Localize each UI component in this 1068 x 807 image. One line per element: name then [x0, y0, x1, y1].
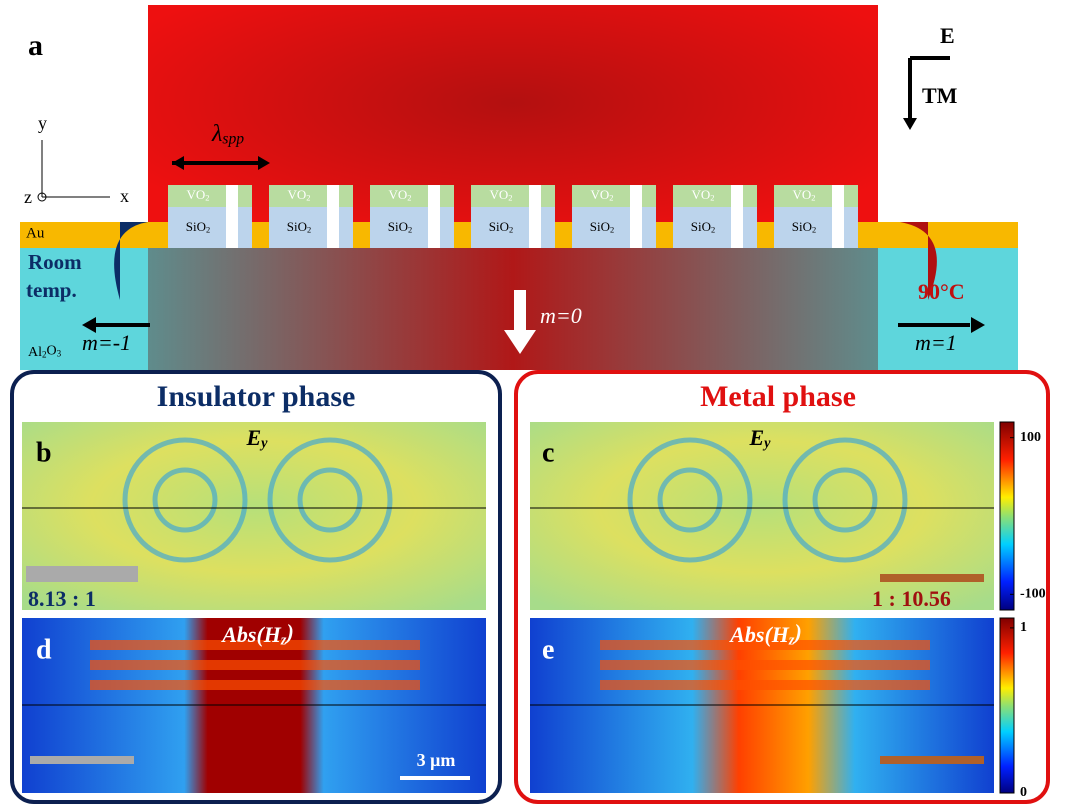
slit	[731, 185, 743, 248]
panel-label: e	[542, 634, 554, 665]
subscript: 2	[509, 224, 513, 234]
vo2-layer	[471, 185, 555, 207]
vo2-layer	[673, 185, 757, 207]
vo2-layer	[370, 185, 454, 207]
field-label: E	[940, 23, 955, 48]
subscript: y	[259, 436, 268, 452]
text-part: Abs(H	[220, 622, 282, 647]
colorbar-tick-label: 1	[1020, 620, 1027, 635]
vo2-layer	[774, 185, 858, 207]
slit	[226, 185, 238, 248]
subscript: 2	[609, 192, 613, 202]
subscript: 2	[307, 224, 311, 234]
temp-label: temp.	[26, 278, 77, 302]
mode-label: TM	[922, 83, 958, 108]
colorbar	[1000, 422, 1014, 610]
slit	[327, 185, 339, 248]
scale-label: 3 μm	[417, 750, 456, 770]
order-label: m=-1	[82, 330, 131, 355]
text-part: SiO	[388, 219, 408, 234]
text-part: SiO	[691, 219, 711, 234]
axis-label: x	[120, 186, 129, 206]
transmitted-field	[148, 248, 878, 370]
text-part: λ	[211, 121, 222, 147]
subscript: 3	[57, 348, 62, 358]
order-label: m=1	[915, 330, 957, 355]
text-part: )	[792, 620, 801, 645]
order-label: m=0	[540, 303, 582, 328]
au-label: Au	[26, 225, 45, 241]
ratio-label: 8.13 : 1	[28, 586, 96, 611]
phase-title: Metal phase	[700, 380, 856, 413]
colorbar-tick-label: 0	[1020, 785, 1027, 800]
text-part: VO	[288, 187, 307, 202]
subscript: 2	[711, 224, 715, 234]
subscript: 2	[811, 192, 815, 202]
text-part: )	[284, 620, 293, 645]
phase-title: Insulator phase	[157, 380, 356, 413]
text-part: VO	[692, 187, 711, 202]
subscript: 2	[407, 192, 411, 202]
grating: VO2SiO2VO2SiO2VO2SiO2VO2SiO2VO2SiO2VO2Si…	[168, 185, 858, 248]
axes-icon	[38, 140, 110, 201]
text-part: E	[245, 425, 261, 450]
text-part: O	[47, 344, 57, 359]
slit	[428, 185, 440, 248]
text-part: SiO	[287, 219, 307, 234]
panel-label: a	[28, 29, 43, 62]
colorbar-tick-label: -100	[1020, 587, 1046, 602]
text-part: VO	[389, 187, 408, 202]
colorbar-tick-label: 100	[1020, 430, 1041, 445]
subscript: 2	[710, 192, 714, 202]
text-part: Al	[28, 345, 42, 360]
subscript: 2	[306, 192, 310, 202]
slit	[630, 185, 642, 248]
subscript: y	[762, 436, 771, 452]
text-part: VO	[591, 187, 610, 202]
text-part: SiO	[186, 219, 206, 234]
panel-label: b	[36, 437, 52, 468]
vo2-layer	[572, 185, 656, 207]
temp-label: 90°C	[918, 279, 965, 304]
text-part: SiO	[489, 219, 509, 234]
temp-label: Room	[28, 250, 82, 274]
subscript: 2	[408, 224, 412, 234]
subscript: 2	[508, 192, 512, 202]
panel-label: c	[542, 437, 554, 468]
colorbar	[1000, 618, 1014, 793]
slit	[529, 185, 541, 248]
text-part: SiO	[792, 219, 812, 234]
field-maps	[22, 422, 994, 793]
subscript: 2	[205, 192, 209, 202]
text-part: VO	[490, 187, 509, 202]
vo2-layer	[269, 185, 353, 207]
vo2-layer	[168, 185, 252, 207]
text-part: VO	[187, 187, 206, 202]
subscript: 2	[812, 224, 816, 234]
text-part: E	[748, 425, 764, 450]
subscript: 2	[206, 224, 210, 234]
panel-label: d	[36, 634, 52, 665]
subscript: spp	[222, 130, 244, 147]
figure: VO2SiO2VO2SiO2VO2SiO2VO2SiO2VO2SiO2VO2Si…	[0, 0, 1068, 807]
subscript: 2	[610, 224, 614, 234]
text-part: Abs(H	[728, 622, 790, 647]
axis-label: y	[38, 113, 47, 133]
text-part: VO	[793, 187, 812, 202]
axis-label: z	[24, 187, 32, 207]
ratio-label: 1 : 10.56	[872, 586, 951, 611]
slit	[832, 185, 844, 248]
text-part: SiO	[590, 219, 610, 234]
